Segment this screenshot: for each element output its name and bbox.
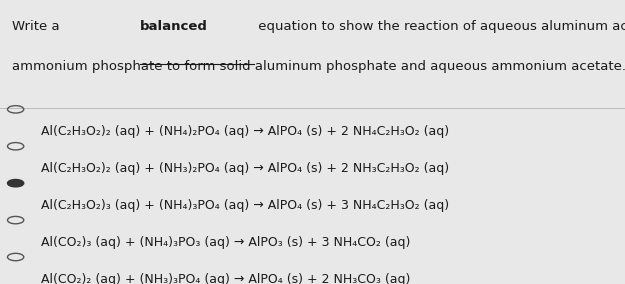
Text: Write a: Write a xyxy=(12,20,64,33)
Text: balanced: balanced xyxy=(140,20,208,33)
Text: ammonium phosphate to form solid aluminum phosphate and aqueous ammonium acetate: ammonium phosphate to form solid aluminu… xyxy=(12,60,625,73)
Text: Al(C₂H₃O₂)₂ (aq) + (NH₃)₂PO₄ (aq) → AlPO₄ (s) + 2 NH₃C₂H₃O₂ (aq): Al(C₂H₃O₂)₂ (aq) + (NH₃)₂PO₄ (aq) → AlPO… xyxy=(41,162,449,175)
Circle shape xyxy=(8,179,24,187)
Text: Al(CO₂)₂ (aq) + (NH₃)₃PO₄ (aq) → AlPO₄ (s) + 2 NH₃CO₃ (aq): Al(CO₂)₂ (aq) + (NH₃)₃PO₄ (aq) → AlPO₄ (… xyxy=(41,273,410,284)
Text: Al(C₂H₃O₂)₂ (aq) + (NH₄)₂PO₄ (aq) → AlPO₄ (s) + 2 NH₄C₂H₃O₂ (aq): Al(C₂H₃O₂)₂ (aq) + (NH₄)₂PO₄ (aq) → AlPO… xyxy=(41,125,449,138)
Text: equation to show the reaction of aqueous aluminum acetate with aqueous: equation to show the reaction of aqueous… xyxy=(254,20,625,33)
Text: Al(CO₂)₃ (aq) + (NH₄)₃PO₃ (aq) → AlPO₃ (s) + 3 NH₄CO₂ (aq): Al(CO₂)₃ (aq) + (NH₄)₃PO₃ (aq) → AlPO₃ (… xyxy=(41,236,410,249)
Text: Al(C₂H₃O₂)₃ (aq) + (NH₄)₃PO₄ (aq) → AlPO₄ (s) + 3 NH₄C₂H₃O₂ (aq): Al(C₂H₃O₂)₃ (aq) + (NH₄)₃PO₄ (aq) → AlPO… xyxy=(41,199,449,212)
